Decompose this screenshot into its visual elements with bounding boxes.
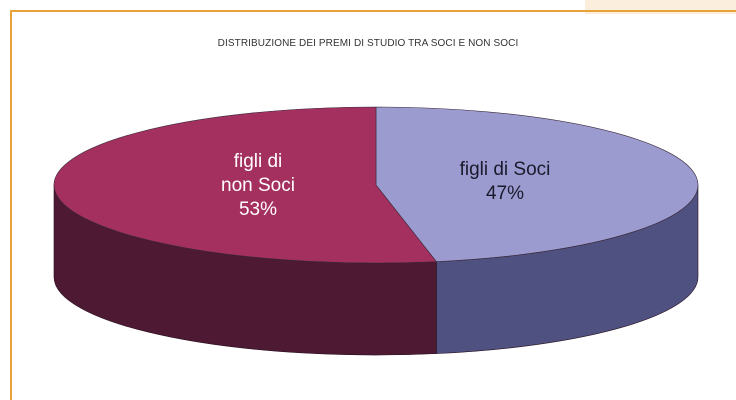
slice-label-line: figli di — [233, 151, 283, 172]
slice-percent: 53% — [238, 199, 278, 220]
chart-title: DISTRIBUZIONE DEI PREMI DI STUDIO TRA SO… — [217, 38, 519, 49]
pie-chart — [53, 106, 699, 356]
slice-label-figli-di-non-soci: figli di non Soci 53% — [188, 150, 328, 222]
slice-percent: 47% — [485, 183, 525, 204]
pie-slice — [53, 106, 437, 264]
slice-label-line: non Soci — [221, 175, 295, 196]
slice-label-line: figli di Soci — [459, 159, 551, 180]
slice-label-figli-di-soci: figli di Soci 47% — [420, 158, 590, 206]
chart-frame — [10, 10, 736, 400]
pie-slice — [375, 106, 699, 262]
